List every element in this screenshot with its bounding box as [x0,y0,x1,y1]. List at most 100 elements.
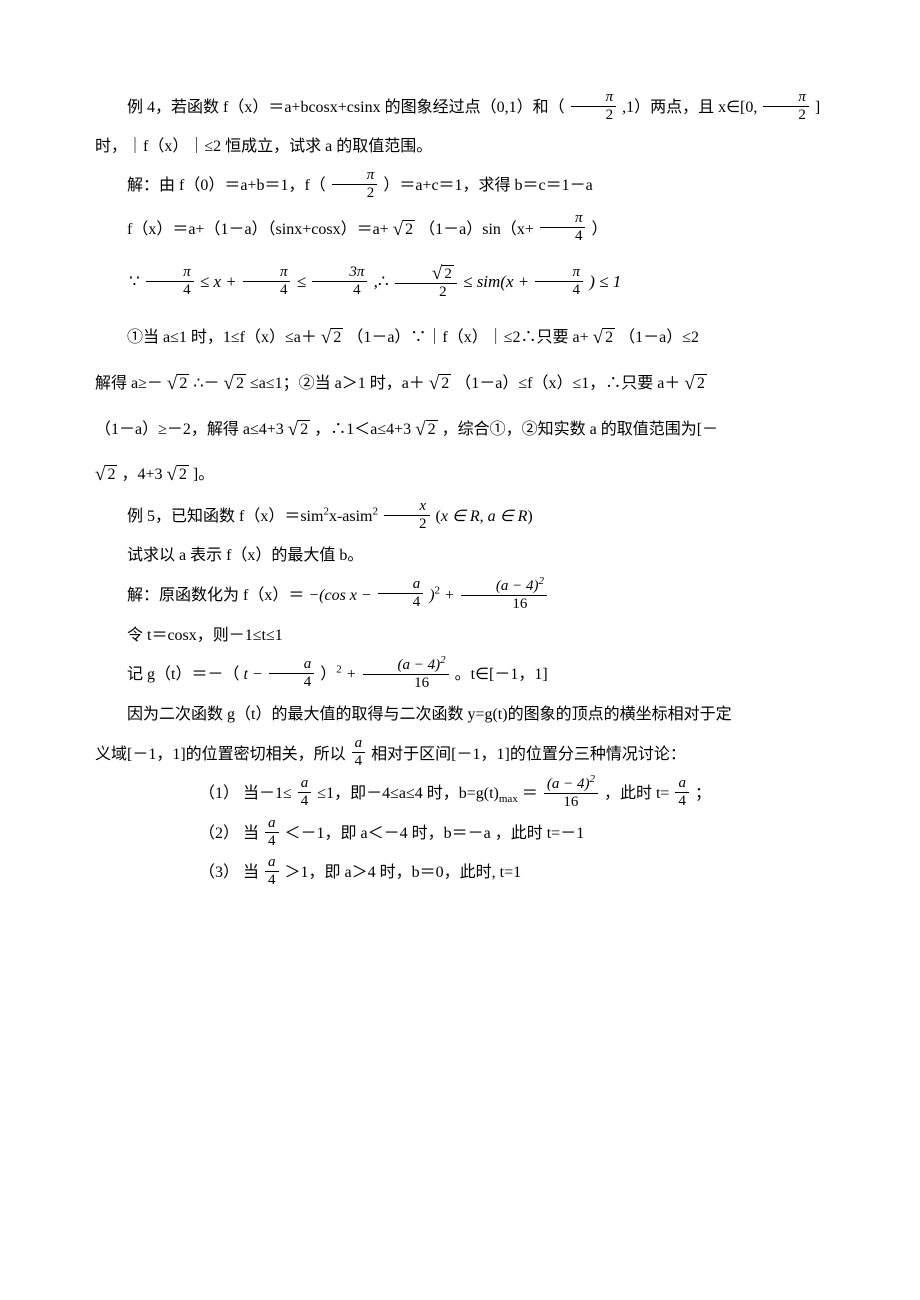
frac-a-4: a 4 [298,776,312,809]
sqrt-2: 2 [105,465,117,483]
ex5-t: 令 t＝cosx，则－1≤t≤1 [95,618,825,653]
radical-icon: √ [684,373,694,394]
sqrt-2: 2 [439,374,451,392]
text: ,∴ [374,272,389,291]
text: 解：由 f（0）＝a+b＝1，f（ [127,177,326,194]
ex4-sol2: f（x）＝a+（1－a）（sinx+cosx）＝a+ √2 （1－a）sin（x… [95,208,825,250]
text: 解得 a≥－ [95,375,163,392]
ex5-g: 记 g（t）＝－（ t − a 4 ）2 + (a − 4)2 16 。t∈[－… [95,657,825,693]
frac-3pi-4: 3π 4 [312,265,367,298]
text: （1－a）≤2 [619,329,699,346]
frac-a4sq-16: (a − 4)2 16 [363,655,449,691]
sup-2: 2 [435,584,441,596]
le: ≤ [200,272,209,291]
sqrt-2: 2 [331,328,343,346]
frac-a-4: a 4 [265,816,279,849]
frac-a-4: a 4 [675,776,689,809]
text: ≤1，即－4≤a≤4 时，b=g(t) [317,785,499,802]
ex5-q: 试求以 a 表示 f（x）的最大值 b。 [95,538,825,573]
text: （1－a）∵｜f（x）｜≤2∴只要 a+ [347,329,588,346]
num: (a − 4)2 [461,576,547,596]
num: (a − 4)2 [363,655,449,675]
ex4-case1-d: √2 ，4+3 √2 ]。 [95,453,825,495]
sqrt-2: 2 [298,420,310,438]
text: x + [213,272,236,291]
ex4-case1-b: 解得 a≥－ √2 ∴－ √2 ≤a≤1；②当 a＞1 时，a＋ √2 （1－a… [95,362,825,404]
text: ,1）两点，且 x∈[0, [622,99,757,116]
text: x-asim [329,508,373,525]
frac-x-2: x 2 [384,499,430,532]
text: （3） 当 [199,864,259,881]
sup-2: 2 [336,664,342,676]
frac-pi-2: π 2 [571,90,617,123]
text: ＜－1，即 a＜－4 时，b＝－a ，此时 t=－1 [285,825,585,842]
frac-a-4: a 4 [265,855,279,888]
ex5-p1: 因为二次函数 g（t）的最大值的取得与二次函数 y=g(t)的图象的顶点的横坐标… [95,697,825,732]
radical-icon: √ [432,263,442,284]
text: 例 4，若函数 f（x）＝a+bcosx+csinx 的图象经过点（0,1）和（ [127,99,565,116]
text: −(cos x − [308,587,371,604]
text: ，此时 t= [604,785,669,802]
text: （1－a）sin（x+ [419,221,534,238]
text: （1－a）≤f（x）≤1，∴只要 a＋ [455,375,680,392]
text: 。t∈[－1，1] [455,666,548,683]
frac-a4sq-16: (a − 4)2 16 [544,774,598,810]
text: （1－a）≥－2，解得 a≤4+3 [95,421,284,438]
text: ∵ [129,272,140,291]
radical-icon: √ [288,419,298,440]
sqrt-2: 2 [695,374,707,392]
frac-pi-4: π 4 [535,265,583,298]
text: ； [695,785,711,802]
text: 记 g（t）＝－（ [127,666,239,683]
text: ，∴1＜a≤4+3 [314,421,411,438]
frac-a-4: a 4 [269,657,315,690]
radical-icon: √ [321,327,331,348]
text: 相对于区间[－1，1]的位置分三种情况讨论： [371,746,686,763]
ex4-case1-a: ①当 a≤1 时，1≤f（x）≤a＋ √2 （1－a）∵｜f（x）｜≤2∴只要 … [95,316,825,358]
ex4-sol1: 解：由 f（0）＝a+b＝1，f（ π 2 ）＝a+c＝1，求得 b＝c＝1－a [95,168,825,203]
text: ）＝a+c＝1，求得 b＝c＝1－a [383,177,592,194]
frac-a-4: a 4 [378,577,424,610]
text: ，综合①，②知实数 a 的取值范围为[－ [442,421,718,438]
radical-icon: √ [224,373,234,394]
frac-pi-2: π 2 [332,168,378,201]
radical-icon: √ [415,419,425,440]
text: 例 5，已知函数 f（x）＝sim [127,508,323,525]
radical-icon: √ [95,464,105,485]
t-minus: t − [243,666,262,683]
ex4-line2: 时，｜f（x）｜≤2 恒成立，试求 a 的取值范围。 [95,129,825,164]
text: ） [320,666,336,683]
sub-max: max [499,793,518,805]
sqrt-2: 2 [603,328,615,346]
ex5-lead: 例 5，已知函数 f（x）＝sim2x-asim2 x 2 (x ∈ R, a … [95,499,825,534]
sqrt-2: 2 [426,420,438,438]
frac-pi-4: π 4 [540,211,586,244]
sup-2: 2 [373,506,379,518]
le: ≤ [297,272,306,291]
frac-a4sq-16: (a − 4)2 16 [461,576,547,612]
text: ) ≤ 1 [589,272,621,291]
text: ]。 [193,466,214,483]
radical-icon: √ [167,373,177,394]
sqrt-2: 2 [234,374,246,392]
ex5-sol1: 解：原函数化为 f（x）＝ −(cos x − a 4 )2 + (a − 4)… [95,578,825,614]
sqrt-2: 2 [177,374,189,392]
text: ] [815,99,820,116]
text: ＝ [522,785,538,802]
text: + [346,666,357,683]
frac-pi-2: π 2 [763,90,809,123]
case-1: （1） 当－1≤ a 4 ≤1，即－4≤a≤4 时，b=g(t)max ＝ (a… [95,776,825,812]
ex4-case1-c: （1－a）≥－2，解得 a≤4+3 √2 ，∴1＜a≤4+3 √2 ，综合①，②… [95,408,825,450]
text: ≤ sim(x + [463,272,529,291]
ex4-bound: ∵ π 4 ≤ x + π 4 ≤ 3π 4 ,∴ √2 2 ≤ sim(x +… [95,263,825,302]
text: f（x）＝a+（1－a）（sinx+cosx）＝a+ [127,221,389,238]
sqrt-2: 2 [403,220,415,238]
radical-icon: √ [429,373,439,394]
text: ≤a≤1；②当 a＞1 时，a＋ [250,375,425,392]
text: ①当 a≤1 时，1≤f（x）≤a＋ [127,329,317,346]
text: （1） 当－1≤ [199,785,292,802]
frac-pi-4: π 4 [146,265,194,298]
text: 义域[－1，1]的位置密切相关，所以 [95,746,346,763]
domain: x ∈ R, a ∈ R [441,508,528,525]
frac-pi-4: π 4 [243,265,291,298]
